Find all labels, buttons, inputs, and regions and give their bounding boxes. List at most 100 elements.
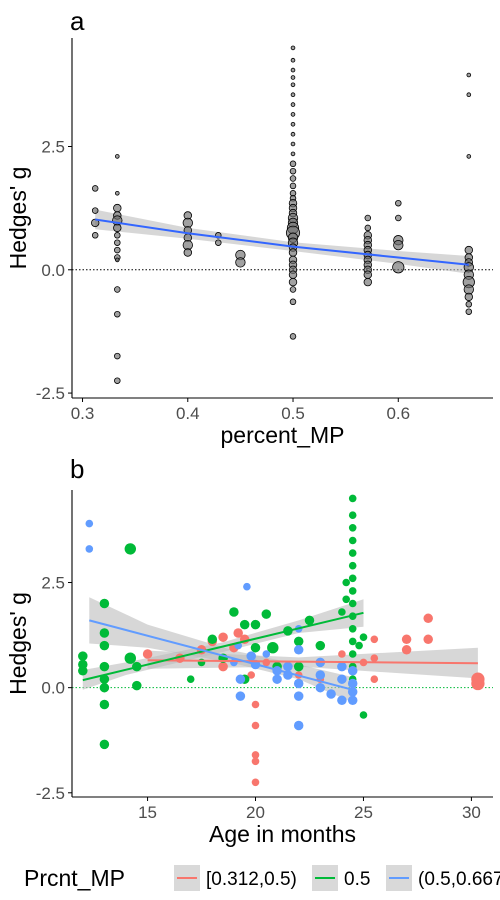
x-tick-label: 0.3 [71, 404, 95, 423]
data-point [113, 203, 122, 213]
panel-label: b [70, 454, 84, 484]
data-point [288, 277, 298, 287]
data-point-series-0 [142, 649, 153, 659]
data-point [464, 245, 473, 255]
data-point-series-1 [99, 640, 110, 651]
data-point [114, 286, 121, 293]
data-point-series-1 [348, 637, 357, 646]
data-point-series-1 [99, 598, 110, 609]
data-point [235, 257, 246, 268]
data-point-series-1 [304, 615, 315, 626]
data-point-series-0 [251, 778, 260, 787]
data-point [114, 246, 121, 254]
data-point [289, 175, 297, 182]
data-point-series-1 [250, 619, 261, 630]
data-point [115, 191, 120, 196]
data-point [364, 214, 372, 222]
x-tick-label: 0.4 [176, 404, 200, 423]
data-point-series-0 [471, 676, 485, 691]
data-point [114, 377, 121, 384]
data-point-series-0 [251, 751, 260, 759]
data-point-series-1 [348, 587, 357, 595]
data-point-series-2 [326, 689, 336, 699]
data-point-series-1 [197, 658, 206, 667]
data-point-series-1 [348, 511, 357, 519]
data-point-series-2 [293, 645, 304, 655]
data-point [290, 82, 296, 88]
data-point [290, 92, 296, 97]
data-point-series-1 [78, 651, 88, 661]
data-point-series-1 [342, 578, 351, 587]
data-point [290, 112, 296, 117]
y-axis-title: Hedges' g [5, 592, 31, 695]
data-point-series-0 [251, 757, 260, 766]
data-point-series-1 [293, 636, 304, 647]
data-point-series-2 [262, 650, 271, 658]
data-point-series-1 [359, 633, 368, 641]
data-point-series-0 [251, 721, 260, 730]
x-tick-label: 30 [462, 803, 481, 822]
data-point [90, 218, 100, 228]
data-point [464, 292, 473, 302]
data-point-series-1 [124, 652, 136, 664]
data-point-series-0 [370, 635, 379, 644]
x-tick-label: 25 [354, 803, 373, 822]
data-point-series-2 [315, 682, 326, 693]
data-point-series-2 [235, 674, 246, 684]
data-point-series-1 [250, 642, 261, 653]
x-axis-title: percent_MP [220, 422, 344, 448]
panel-label: a [70, 6, 85, 36]
data-point-series-0 [401, 634, 412, 645]
data-point [466, 72, 472, 78]
data-point [393, 239, 404, 251]
data-point-series-2 [235, 691, 246, 701]
data-point [288, 270, 298, 279]
trend-line-series-1 [82, 611, 364, 682]
data-point-series-1 [267, 642, 279, 654]
x-tick-label: 0.6 [386, 404, 410, 423]
y-tick-label: 2.5 [41, 574, 65, 593]
data-point-series-1 [99, 674, 110, 684]
panel-a: a -2.5 0.0 2.5 0.3 0.4 0.5 0.6 percent_MP Hedges'… [5, 6, 493, 448]
data-point [114, 310, 121, 318]
data-point-series-1 [348, 625, 357, 633]
data-point [288, 248, 298, 257]
data-point-series-1 [348, 524, 357, 532]
panel-b: b -2.5 0.0 2.5 15 20 25 30 Age in months Hedges' … [5, 454, 500, 891]
data-point-series-1 [99, 699, 110, 710]
data-point [395, 199, 402, 207]
data-point [395, 214, 402, 222]
data-point [289, 167, 297, 175]
data-point-series-2 [347, 678, 358, 689]
data-point-series-0 [423, 634, 433, 645]
data-point-series-2 [337, 661, 347, 672]
data-point [363, 277, 372, 287]
data-point-series-2 [347, 695, 358, 706]
data-point [91, 232, 99, 239]
data-point [290, 141, 296, 147]
data-point-series-0 [218, 632, 228, 642]
trend-line-series-2 [89, 619, 353, 691]
y-axis-title: Hedges' g [5, 167, 31, 270]
data-point-series-1 [342, 595, 351, 604]
data-point-series-0 [247, 671, 255, 679]
data-point-series-1 [338, 608, 346, 616]
data-point-series-1 [355, 641, 363, 650]
data-point [289, 286, 297, 293]
data-point [289, 160, 297, 168]
data-point-series-0 [370, 654, 379, 662]
data-point-series-1 [99, 682, 110, 693]
data-point [289, 182, 297, 190]
data-point-series-2 [246, 651, 256, 661]
x-tick-label: 20 [246, 803, 265, 822]
data-point-series-0 [233, 628, 243, 638]
data-point [290, 45, 296, 51]
data-point-series-2 [243, 582, 251, 591]
confidence-band-2 [89, 597, 353, 703]
legend-label: (0.5,0.667] [418, 869, 500, 890]
data-point [289, 333, 297, 340]
legend-title: Prcnt_MP [24, 865, 125, 891]
data-point-series-0 [370, 675, 379, 683]
data-point [113, 223, 122, 233]
data-point-series-1 [315, 640, 326, 651]
